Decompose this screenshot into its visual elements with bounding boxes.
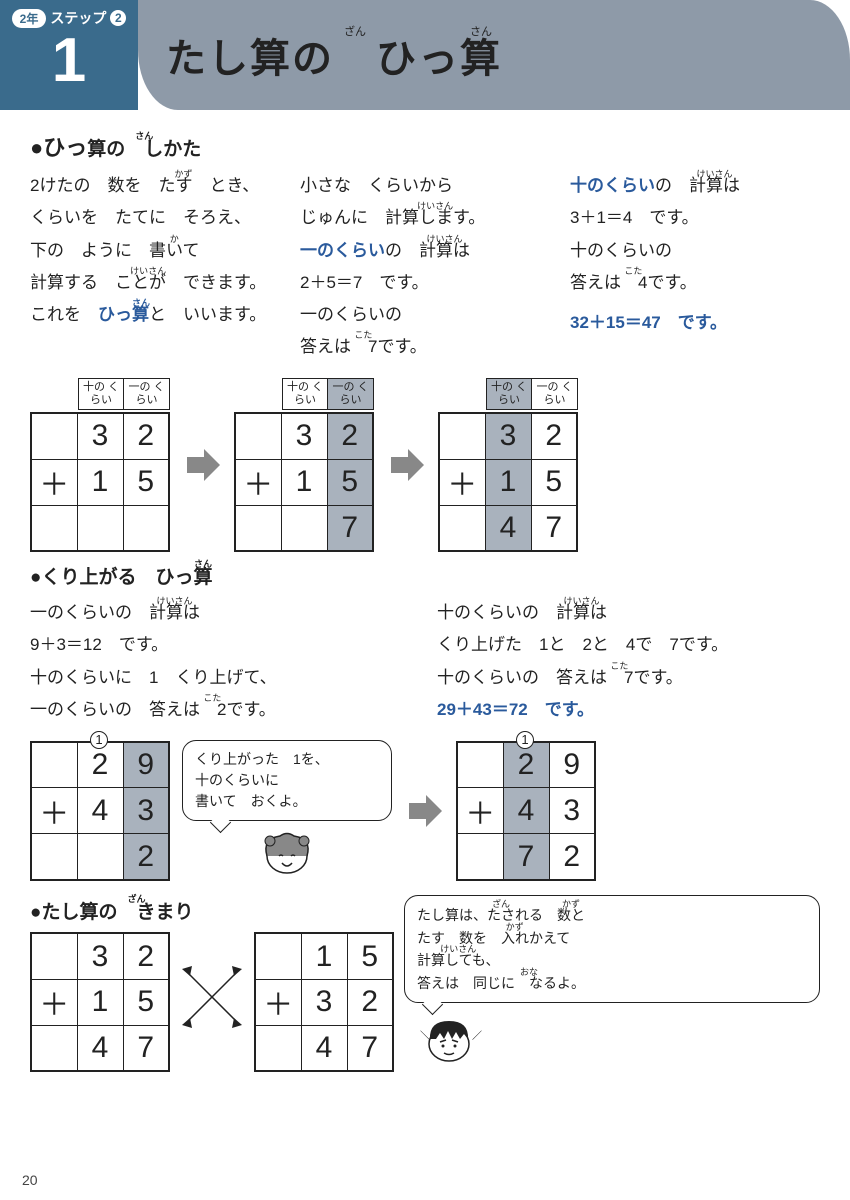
sec1-result: 32＋15＝47 です。 (570, 307, 820, 339)
sec2-grid1: 1 29 ＋43 2 (30, 741, 170, 881)
step-number: 2 (110, 10, 126, 26)
header-title-panel: たし算の ひっ算 (138, 0, 850, 110)
sec1-grid3: 十の くらい一の くらい 32 ＋15 47 (438, 378, 578, 552)
sec2-left: 一のくらいの 計算は 9＋3＝12 です。 十のくらいに 1 くり上げて、 一の… (30, 597, 413, 726)
sec1-col1: 2けたの 数を たす とき、 くらいを たてに そろえ、 下の ように 書いて … (30, 170, 280, 364)
lesson-title: たし算の ひっ算 (166, 26, 502, 84)
grade-pill: 2年 (12, 9, 47, 28)
svg-text:＼: ＼ (420, 1030, 430, 1042)
svg-text:／: ／ (472, 1030, 482, 1042)
arrow-icon (386, 445, 426, 485)
step-label: ステップ (50, 8, 106, 28)
sec1-grids: 十の くらい一の くらい 32 ＋15 十の くらい一の くらい 32 ＋15 … (30, 378, 820, 552)
section1-columns: 2けたの 数を たす とき、 くらいを たてに そろえ、 下の ように 書いて … (30, 170, 820, 364)
lesson-number: 1 (0, 30, 138, 92)
page-number: 20 (22, 1172, 38, 1188)
sec1-col3: 十のくらいの 計算は 3＋1＝4 です。 十のくらいの 答えは 4です。 32＋… (570, 170, 820, 364)
boy-face-icon: ＼／ (414, 1009, 820, 1069)
sec1-col2: 小さな くらいから じゅんに 計算します。 一のくらいの 計算は 2＋5＝7 で… (300, 170, 550, 364)
sec3-grids: 32 ＋15 47 15 ＋32 47 (30, 932, 394, 1072)
header-left-panel: 2年 ステップ 2 1 (0, 0, 138, 110)
sec2-grids: 1 29 ＋43 2 くり上がった 1を、 十のくらいに 書いて おくよ。 (30, 740, 820, 881)
sec3-bubble-wrap: たし算は、たされる 数と たす 数を 入れかえて 計算しても、 答えは 同じに … (404, 891, 820, 1069)
sec2-bubble-wrap: くり上がった 1を、 十のくらいに 書いて おくよ。 (182, 740, 392, 881)
page-content: ●ひっ算の しかた 2けたの 数を たす とき、 くらいを たてに そろえ、 下… (0, 110, 850, 1082)
sec2-result: 29＋43＝72 です。 (437, 694, 820, 726)
term-hissan: ひっ算 (98, 305, 149, 324)
speech-bubble-girl: くり上がった 1を、 十のくらいに 書いて おくよ。 (182, 740, 392, 821)
swap-arrows-icon (182, 952, 242, 1052)
sec1-grid1: 十の くらい一の くらい 32 ＋15 (30, 378, 170, 552)
arrow-icon (182, 445, 222, 485)
sec1-grid2: 十の くらい一の くらい 32 ＋15 7 (234, 378, 374, 552)
ruby-san: 算 (460, 37, 502, 81)
speech-bubble-boy: たし算は、たされる 数と たす 数を 入れかえて 計算しても、 答えは 同じに … (404, 895, 820, 1003)
arrow-icon (404, 791, 444, 831)
section3-heading: ●たし算の きまり (30, 897, 394, 924)
section1-heading: ●ひっ算の しかた (30, 130, 820, 162)
sec3-grid1: 32 ＋15 47 (30, 932, 170, 1072)
section2-heading: ●くり上がる ひっ算 (30, 562, 820, 589)
lesson-header: 2年 ステップ 2 1 たし算の ひっ算 (0, 0, 850, 110)
grade-step-badge: 2年 ステップ 2 (12, 8, 127, 28)
section2-columns: 一のくらいの 計算は 9＋3＝12 です。 十のくらいに 1 くり上げて、 一の… (30, 597, 820, 726)
carry-mark: 1 (516, 731, 534, 749)
carry-mark: 1 (90, 731, 108, 749)
sec3-grid2: 15 ＋32 47 (254, 932, 394, 1072)
girl-face-icon (182, 821, 392, 881)
sec2-right: 十のくらいの 計算は くり上げた 1と 2と 4で 7です。 十のくらいの 答え… (437, 597, 820, 726)
ruby-zan: 算の ひっ (250, 37, 460, 81)
sec2-grid2: 1 29 ＋43 72 (456, 741, 596, 881)
